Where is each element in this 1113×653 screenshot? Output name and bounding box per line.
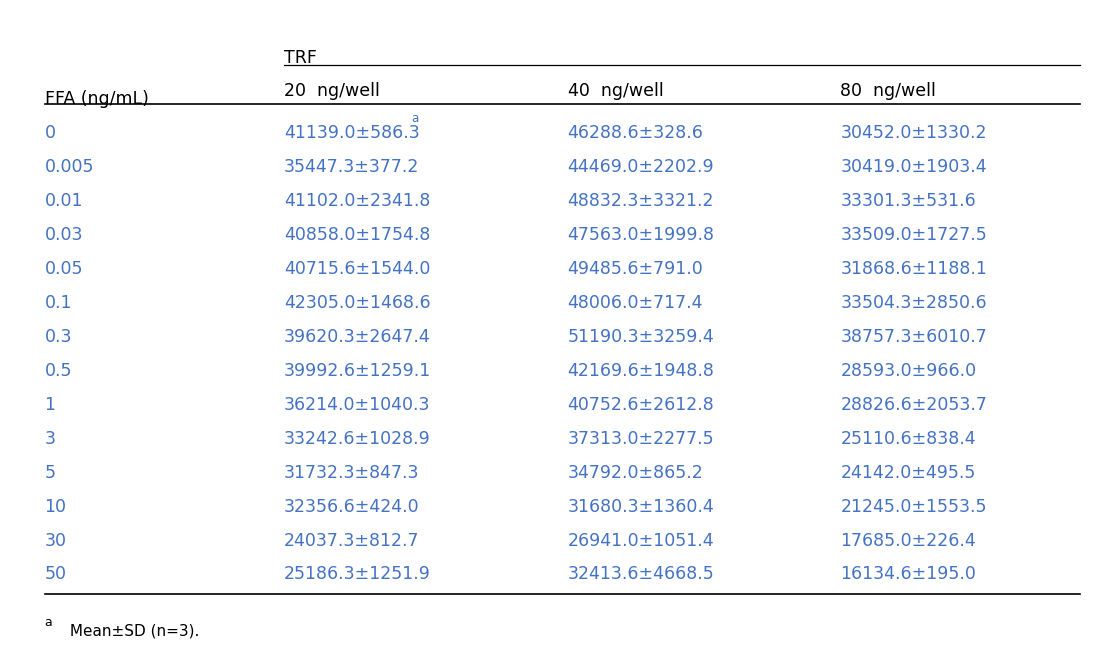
Text: 0.05: 0.05: [45, 260, 83, 278]
Text: 3: 3: [45, 430, 56, 448]
Text: 25186.3±1251.9: 25186.3±1251.9: [284, 565, 431, 584]
Text: a: a: [411, 112, 418, 125]
Text: 41102.0±2341.8: 41102.0±2341.8: [284, 192, 431, 210]
Text: 30452.0±1330.2: 30452.0±1330.2: [840, 124, 987, 142]
Text: 42169.6±1948.8: 42169.6±1948.8: [568, 362, 715, 380]
Text: 17685.0±226.4: 17685.0±226.4: [840, 532, 976, 550]
Text: 28826.6±2053.7: 28826.6±2053.7: [840, 396, 987, 414]
Text: 40  ng/well: 40 ng/well: [568, 82, 663, 100]
Text: 16134.6±195.0: 16134.6±195.0: [840, 565, 976, 584]
Text: 36214.0±1040.3: 36214.0±1040.3: [284, 396, 431, 414]
Text: 31680.3±1360.4: 31680.3±1360.4: [568, 498, 715, 516]
Text: 20  ng/well: 20 ng/well: [284, 82, 380, 100]
Text: 30419.0±1903.4: 30419.0±1903.4: [840, 158, 987, 176]
Text: 25110.6±838.4: 25110.6±838.4: [840, 430, 976, 448]
Text: 21245.0±1553.5: 21245.0±1553.5: [840, 498, 987, 516]
Text: 0.03: 0.03: [45, 226, 83, 244]
Text: 33509.0±1727.5: 33509.0±1727.5: [840, 226, 987, 244]
Text: 34792.0±865.2: 34792.0±865.2: [568, 464, 703, 482]
Text: 40715.6±1544.0: 40715.6±1544.0: [284, 260, 431, 278]
Text: 32413.6±4668.5: 32413.6±4668.5: [568, 565, 715, 584]
Text: 5: 5: [45, 464, 56, 482]
Text: 31868.6±1188.1: 31868.6±1188.1: [840, 260, 987, 278]
Text: 47563.0±1999.8: 47563.0±1999.8: [568, 226, 715, 244]
Text: 41139.0±586.3: 41139.0±586.3: [284, 124, 420, 142]
Text: TRF: TRF: [284, 49, 317, 67]
Text: 46288.6±328.6: 46288.6±328.6: [568, 124, 703, 142]
Text: 39620.3±2647.4: 39620.3±2647.4: [284, 328, 431, 346]
Text: 32356.6±424.0: 32356.6±424.0: [284, 498, 420, 516]
Text: 44469.0±2202.9: 44469.0±2202.9: [568, 158, 715, 176]
Text: FFA (ng/mL): FFA (ng/mL): [45, 90, 148, 108]
Text: 49485.6±791.0: 49485.6±791.0: [568, 260, 703, 278]
Text: 38757.3±6010.7: 38757.3±6010.7: [840, 328, 987, 346]
Text: 1: 1: [45, 396, 56, 414]
Text: Mean±SD (n=3).: Mean±SD (n=3).: [65, 624, 199, 639]
Text: 28593.0±966.0: 28593.0±966.0: [840, 362, 976, 380]
Text: 33504.3±2850.6: 33504.3±2850.6: [840, 294, 987, 312]
Text: 48832.3±3321.2: 48832.3±3321.2: [568, 192, 715, 210]
Text: 50: 50: [45, 565, 67, 584]
Text: 0: 0: [45, 124, 56, 142]
Text: 40752.6±2612.8: 40752.6±2612.8: [568, 396, 715, 414]
Text: 26941.0±1051.4: 26941.0±1051.4: [568, 532, 715, 550]
Text: 30: 30: [45, 532, 67, 550]
Text: 0.5: 0.5: [45, 362, 72, 380]
Text: 48006.0±717.4: 48006.0±717.4: [568, 294, 703, 312]
Text: 80  ng/well: 80 ng/well: [840, 82, 936, 100]
Text: 10: 10: [45, 498, 67, 516]
Text: 37313.0±2277.5: 37313.0±2277.5: [568, 430, 715, 448]
Text: 40858.0±1754.8: 40858.0±1754.8: [284, 226, 431, 244]
Text: 0.005: 0.005: [45, 158, 93, 176]
Text: 24142.0±495.5: 24142.0±495.5: [840, 464, 976, 482]
Text: 35447.3±377.2: 35447.3±377.2: [284, 158, 420, 176]
Text: 39992.6±1259.1: 39992.6±1259.1: [284, 362, 431, 380]
Text: 0.1: 0.1: [45, 294, 72, 312]
Text: 31732.3±847.3: 31732.3±847.3: [284, 464, 420, 482]
Text: 42305.0±1468.6: 42305.0±1468.6: [284, 294, 431, 312]
Text: 0.3: 0.3: [45, 328, 72, 346]
Text: 51190.3±3259.4: 51190.3±3259.4: [568, 328, 715, 346]
Text: 24037.3±812.7: 24037.3±812.7: [284, 532, 420, 550]
Text: 0.01: 0.01: [45, 192, 83, 210]
Text: 33242.6±1028.9: 33242.6±1028.9: [284, 430, 431, 448]
Text: a: a: [45, 616, 52, 629]
Text: 33301.3±531.6: 33301.3±531.6: [840, 192, 976, 210]
